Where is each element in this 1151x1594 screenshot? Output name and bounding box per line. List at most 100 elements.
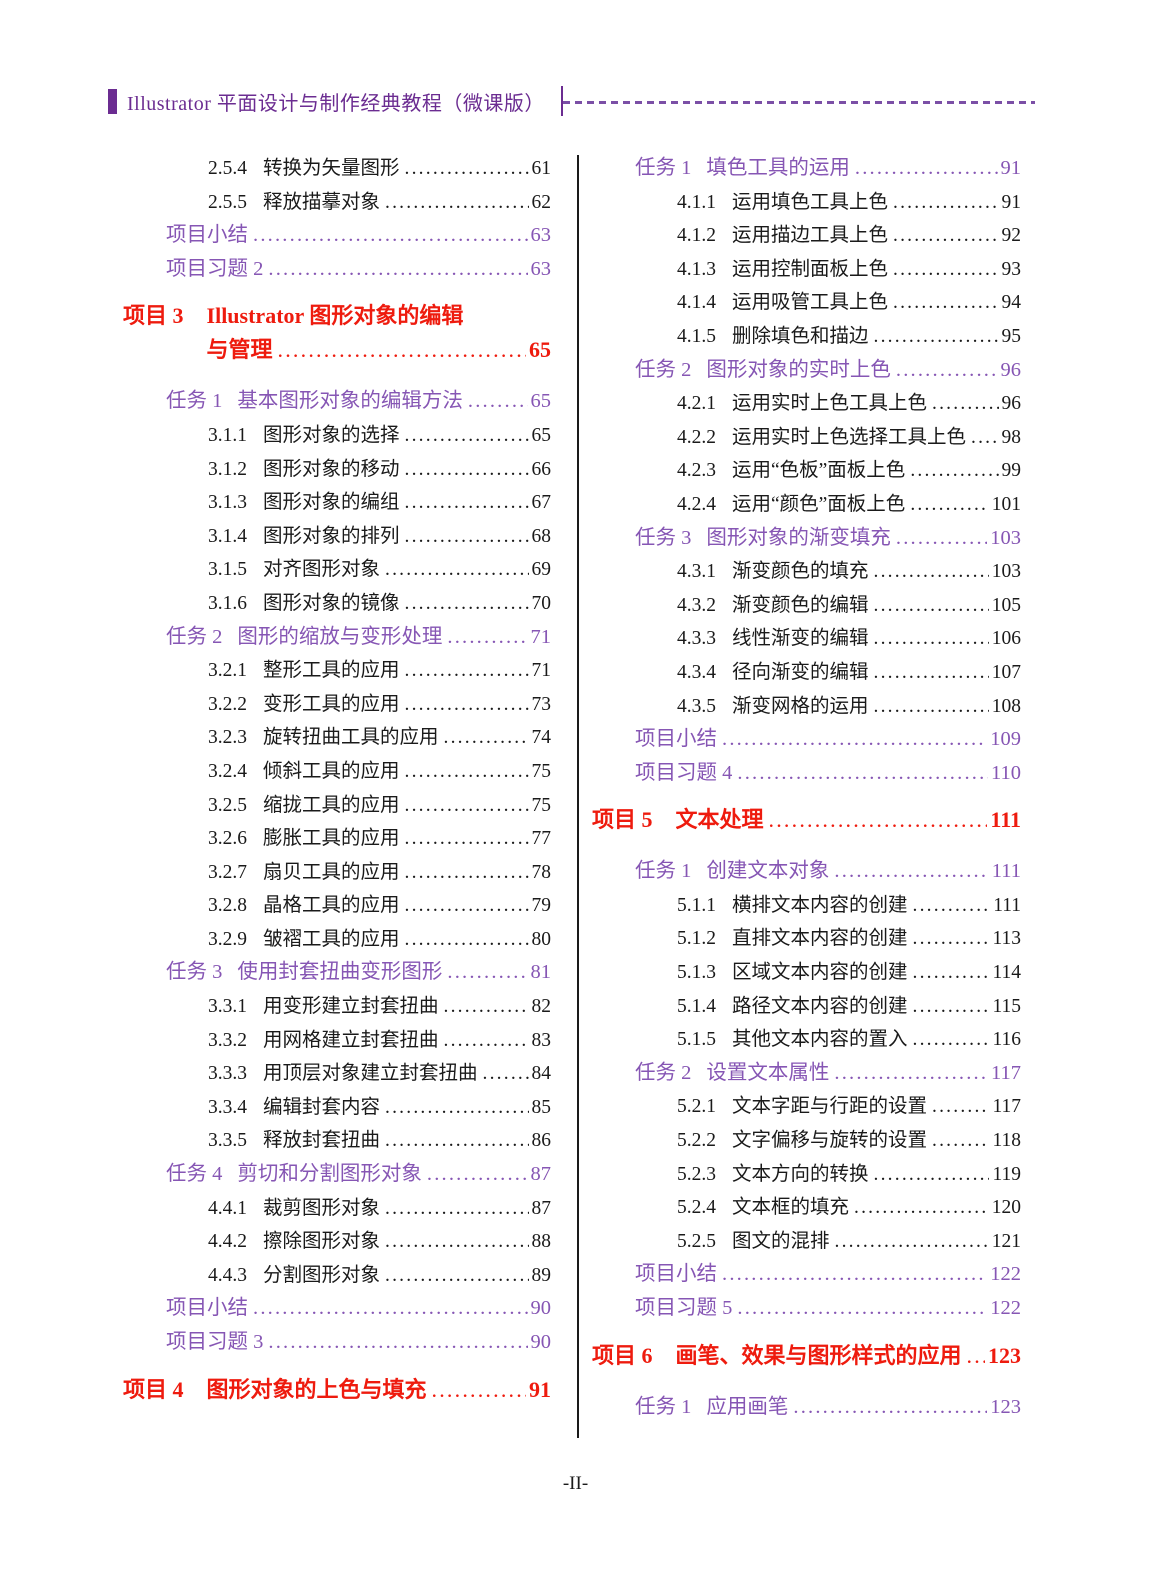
entry-number: 3.1.5 bbox=[208, 559, 247, 581]
entry-page-number: 73 bbox=[531, 693, 552, 715]
toc-entry-summary: 项目小结 90 bbox=[123, 1292, 551, 1326]
toc-entry-task: 任务 4 剪切和分割图形对象 87 bbox=[123, 1158, 551, 1192]
entry-label: 图文的混排 bbox=[732, 1230, 830, 1252]
dot-leader bbox=[268, 1326, 527, 1360]
dot-leader bbox=[932, 387, 998, 421]
dot-leader bbox=[405, 419, 529, 453]
dot-leader bbox=[913, 956, 990, 990]
entry-label: 画笔、效果与图形样式的应用 bbox=[675, 1342, 962, 1368]
toc-entry-summary: 项目习题 4 110 bbox=[592, 757, 1021, 791]
toc-entry-section: 5.2.3 文本方向的转换 119 bbox=[592, 1158, 1021, 1192]
dot-leader bbox=[278, 333, 526, 367]
toc-entry-section: 3.2.6 膨胀工具的应用 77 bbox=[123, 822, 551, 856]
dot-leader bbox=[405, 453, 529, 487]
dot-leader bbox=[722, 723, 987, 757]
toc-entry-task: 任务 1 基本图形对象的编辑方法 65 bbox=[123, 385, 551, 419]
toc-entry-section: 3.2.7 扇贝工具的应用 78 bbox=[123, 856, 551, 890]
dot-leader bbox=[834, 855, 988, 889]
entry-page-number: 108 bbox=[991, 695, 1021, 717]
entry-label: 线性渐变的编辑 bbox=[732, 628, 869, 650]
entry-number: 3.2.5 bbox=[208, 794, 247, 816]
dot-leader bbox=[405, 654, 529, 688]
dot-leader bbox=[483, 1057, 529, 1091]
entry-number: 项目 4 bbox=[123, 1376, 184, 1402]
toc-entry-task: 任务 1 创建文本对象 111 bbox=[592, 855, 1021, 889]
entry-label: 应用画笔 bbox=[706, 1395, 789, 1418]
dot-leader bbox=[405, 587, 529, 621]
entry-page-number: 90 bbox=[530, 1331, 552, 1353]
entry-page-number: 71 bbox=[530, 625, 552, 648]
entry-page-number: 107 bbox=[991, 661, 1021, 683]
dot-leader bbox=[447, 621, 527, 655]
entry-label: 其他文本内容的置入 bbox=[732, 1029, 908, 1051]
entry-number: 5.1.4 bbox=[677, 995, 716, 1017]
dot-leader bbox=[405, 789, 529, 823]
dot-leader bbox=[913, 990, 990, 1024]
dot-leader bbox=[834, 1057, 988, 1091]
entry-number: 任务 3 bbox=[635, 526, 692, 549]
entry-label: 创建文本对象 bbox=[706, 860, 830, 883]
entry-label: 用变形建立封套扭曲 bbox=[263, 996, 439, 1018]
entry-label: 项目习题 3 bbox=[166, 1331, 264, 1353]
entry-label: 擦除图形对象 bbox=[263, 1231, 381, 1253]
dot-leader bbox=[913, 1023, 990, 1057]
toc-entry-section: 3.2.5 缩拢工具的应用 75 bbox=[123, 789, 551, 823]
entry-page-number: 86 bbox=[531, 1130, 552, 1152]
entry-page-number: 78 bbox=[531, 861, 552, 883]
folio-page-number: -II- bbox=[562, 1473, 589, 1494]
dot-leader bbox=[385, 186, 528, 220]
dot-leader bbox=[385, 1124, 528, 1158]
toc-entry-section: 3.3.2 用网格建立封套扭曲 83 bbox=[123, 1024, 551, 1058]
dot-leader bbox=[405, 889, 529, 923]
toc-entry-task: 任务 3 图形对象的渐变填充 103 bbox=[592, 522, 1021, 556]
header-dashed-rule-icon bbox=[562, 100, 1035, 104]
dot-leader bbox=[893, 253, 998, 287]
entry-label: 项目习题 4 bbox=[635, 761, 733, 784]
entry-number: 4.4.2 bbox=[208, 1231, 247, 1253]
dot-leader bbox=[427, 1158, 528, 1192]
entry-page-number: 101 bbox=[991, 493, 1021, 515]
toc-entry-task: 任务 3 使用封套扭曲变形图形 81 bbox=[123, 956, 551, 990]
toc-entry-section: 5.1.3 区域文本内容的创建 114 bbox=[592, 956, 1021, 990]
toc-entry-section: 3.2.1 整形工具的应用 71 bbox=[123, 654, 551, 688]
entry-number: 5.2.1 bbox=[677, 1096, 716, 1118]
entry-page-number: 103 bbox=[991, 561, 1021, 583]
toc-entry-section: 5.2.1 文本字距与行距的设置 117 bbox=[592, 1090, 1021, 1124]
page-footer: -II- bbox=[0, 1473, 1151, 1495]
entry-page-number: 66 bbox=[531, 458, 552, 480]
entry-page-number: 90 bbox=[530, 1297, 552, 1320]
entry-label: 运用“色板”面板上色 bbox=[732, 460, 906, 482]
entry-page-number: 120 bbox=[991, 1197, 1021, 1219]
entry-page-number: 119 bbox=[992, 1163, 1021, 1185]
entry-number: 4.4.1 bbox=[208, 1197, 247, 1219]
entry-label: 路径文本内容的创建 bbox=[732, 995, 908, 1017]
entry-label: 与管理 bbox=[206, 337, 273, 363]
entry-label: 图形对象的上色与填充 bbox=[206, 1376, 427, 1402]
dot-leader bbox=[253, 1292, 528, 1326]
entry-label: 运用“颜色”面板上色 bbox=[732, 493, 906, 515]
entry-page-number: 111 bbox=[993, 894, 1021, 916]
page-header: Illustrator 平面设计与制作经典教程（微课版） bbox=[108, 86, 1035, 116]
entry-number: 4.1.1 bbox=[677, 191, 716, 213]
toc-entry-section: 4.3.3 线性渐变的编辑 106 bbox=[592, 622, 1021, 656]
dot-leader bbox=[896, 354, 998, 388]
entry-page-number: 117 bbox=[991, 1061, 1021, 1084]
toc-entry-section: 4.1.3 运用控制面板上色 93 bbox=[592, 253, 1021, 287]
entry-page-number: 115 bbox=[992, 995, 1021, 1017]
entry-number: 任务 1 bbox=[635, 1395, 692, 1418]
entry-label: 图形对象的排列 bbox=[263, 525, 400, 547]
toc-entry-chapter: 项目 4 图形对象的上色与填充 91 bbox=[123, 1373, 551, 1407]
entry-page-number: 92 bbox=[1001, 225, 1022, 247]
entry-number: 5.1.3 bbox=[677, 962, 716, 984]
dot-leader bbox=[405, 152, 529, 186]
dot-leader bbox=[910, 488, 988, 522]
entry-page-number: 75 bbox=[531, 760, 552, 782]
entry-label: 倾斜工具的应用 bbox=[263, 760, 400, 782]
dot-leader bbox=[405, 486, 529, 520]
dot-leader bbox=[893, 219, 998, 253]
dot-leader bbox=[405, 688, 529, 722]
toc-entry-section: 3.3.1 用变形建立封套扭曲 82 bbox=[123, 990, 551, 1024]
entry-label: 渐变网格的运用 bbox=[732, 695, 869, 717]
toc-entry-section: 3.1.4 图形对象的排列 68 bbox=[123, 520, 551, 554]
dot-leader bbox=[769, 803, 988, 837]
